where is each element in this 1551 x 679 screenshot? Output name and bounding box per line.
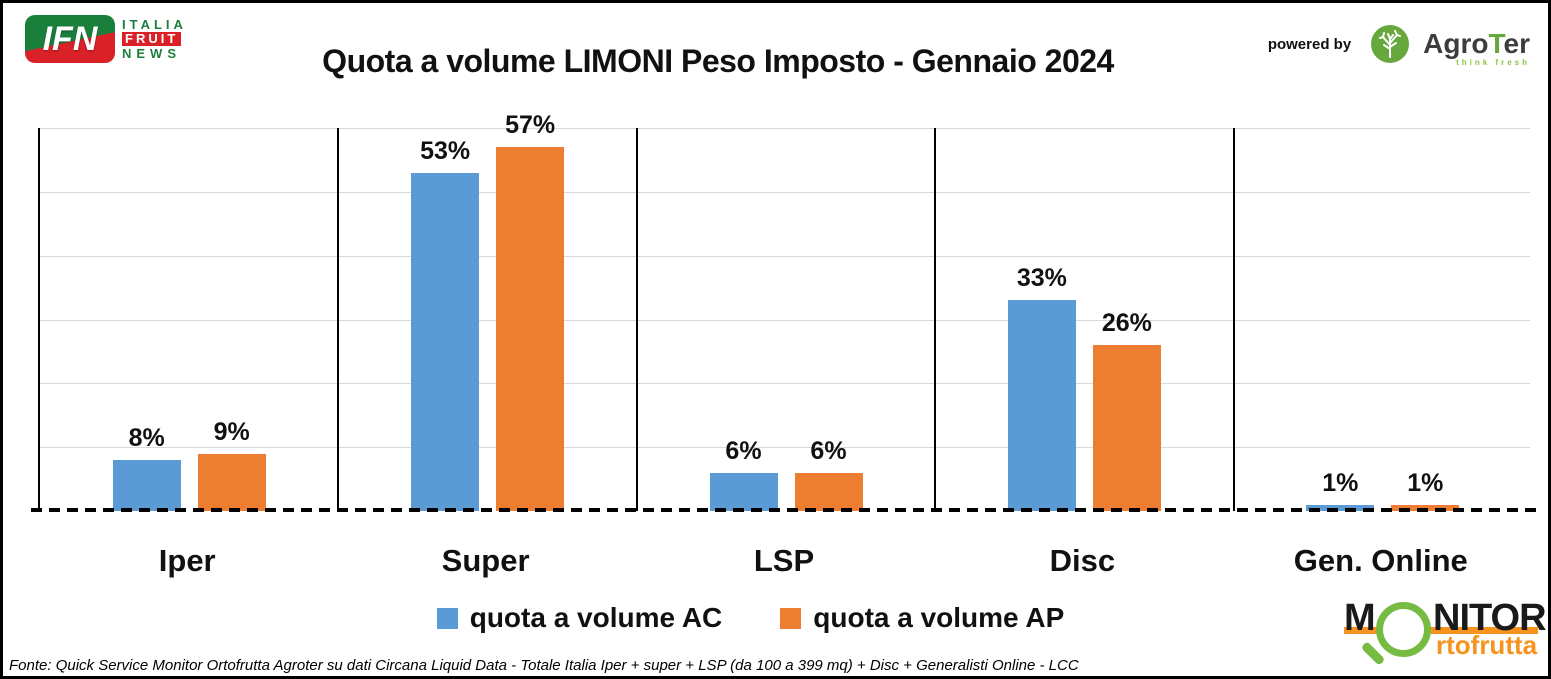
bar-disc-ap <box>1092 345 1161 511</box>
gridline-40 <box>40 255 1530 257</box>
legend-swatch-icon <box>436 607 458 629</box>
ifn-logo: IFN ITALIA FRUIT NEWS <box>25 15 187 63</box>
bar-value-label: 6% <box>810 436 847 465</box>
magnifier-icon <box>1376 602 1431 657</box>
agroter-wordmark: AgroTer think fresh <box>1423 28 1530 67</box>
legend-item-ap: quota a volume AP <box>780 602 1064 634</box>
ifn-news-label: NEWS <box>122 45 181 61</box>
agroter-logo: powered by AgroTer think fresh <box>1267 25 1530 67</box>
plot-area: 8% 9% 53% 57% 6% 6% 33% 26% 1% 1% <box>38 111 1530 511</box>
bar-value-label: 33% <box>1016 264 1067 293</box>
legend-swatch-icon <box>780 607 802 629</box>
ifn-fruit-label: FRUIT <box>122 32 182 46</box>
gridline-10 <box>40 447 1530 449</box>
bar-value-label: 6% <box>725 436 762 465</box>
powered-by-label: powered by <box>1267 35 1352 53</box>
agroter-agro: Agro <box>1423 28 1489 59</box>
monitor-ortofrutta-logo: M NITOR rtofrutta <box>1344 597 1547 666</box>
gridline-50 <box>40 191 1530 193</box>
bar-gen-online-ap <box>1391 504 1460 511</box>
monitor-orange-bar <box>1344 627 1538 634</box>
bar-value-label: 1% <box>1407 468 1444 497</box>
ifn-wordmark: ITALIA FRUIT NEWS <box>122 16 187 61</box>
agroter-er: er <box>1503 28 1530 59</box>
chart-title: Quota a volume LIMONI Peso Imposto - Gen… <box>322 43 1114 79</box>
bar-value-label: 26% <box>1101 309 1152 338</box>
category-label-iper: Iper <box>158 543 216 578</box>
legend-label: quota a volume AP <box>813 602 1065 633</box>
bar-iper-ac <box>112 459 181 511</box>
bar-value-label: 1% <box>1322 468 1359 497</box>
category-labels: Iper Super LSP Disc Gen. Online <box>38 543 1530 585</box>
monitor-m-letter: M <box>1344 597 1376 639</box>
ifn-badge-icon: IFN <box>25 15 115 63</box>
bar-value-label: 57% <box>505 111 556 140</box>
bar-disc-ac <box>1007 300 1076 511</box>
agroter-tagline: think fresh <box>1456 58 1530 67</box>
legend-label: quota a volume AC <box>469 602 723 633</box>
category-separator <box>337 128 340 511</box>
ifn-badge-text: IFN <box>42 19 98 58</box>
agroter-t: T <box>1488 28 1504 59</box>
category-label-lsp: LSP <box>753 543 815 578</box>
gridline-30 <box>40 319 1530 321</box>
bar-lsp-ap <box>794 472 863 511</box>
bar-value-label: 53% <box>420 136 471 165</box>
category-label-disc: Disc <box>1049 543 1116 578</box>
bar-value-label: 9% <box>213 417 250 446</box>
bar-iper-ap <box>197 453 266 511</box>
ifn-italia-label: ITALIA <box>122 16 187 32</box>
category-separator <box>1232 128 1235 511</box>
category-label-gen-online: Gen. Online <box>1293 543 1468 578</box>
gridline-20 <box>40 383 1530 385</box>
bar-gen-online-ac <box>1306 504 1375 511</box>
bar-super-ac <box>411 172 480 511</box>
category-label-super: Super <box>441 543 530 578</box>
x-axis-baseline <box>31 508 1538 512</box>
bar-lsp-ac <box>709 472 778 511</box>
category-separator <box>934 128 937 511</box>
legend: quota a volume AC quota a volume AP <box>3 602 1498 634</box>
monitor-nitor-letters: NITOR <box>1433 597 1547 639</box>
source-note: Fonte: Quick Service Monitor Ortofrutta … <box>9 657 1079 674</box>
agroter-tree-icon <box>1371 25 1410 63</box>
legend-item-ac: quota a volume AC <box>436 602 723 634</box>
category-separator <box>635 128 638 511</box>
bar-value-label: 8% <box>128 423 165 452</box>
gridline-60 <box>40 128 1530 129</box>
monitor-ortofrutta-label: rtofrutta <box>1436 630 1538 660</box>
bar-super-ap <box>496 147 565 511</box>
